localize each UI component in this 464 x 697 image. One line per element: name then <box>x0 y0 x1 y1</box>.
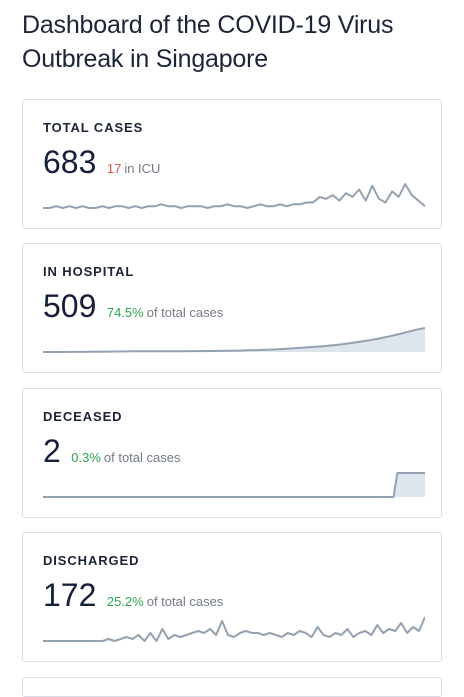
sparkline-line <box>43 472 425 498</box>
icu-count: 17 <box>106 161 122 176</box>
in-hospital-card[interactable]: IN HOSPITAL 509 74.5% of total cases <box>22 243 442 373</box>
percent-suffix: of total cases <box>146 305 224 320</box>
in-hospital-sparkline <box>43 327 425 353</box>
percent-suffix: of total cases <box>146 594 224 609</box>
sparkline-line <box>43 327 425 353</box>
total-cases-value: 683 <box>43 144 97 180</box>
stat-row: 509 74.5% of total cases <box>43 288 223 324</box>
deceased-value: 2 <box>43 433 61 469</box>
discharged-percent: 25.2% <box>106 594 144 609</box>
discharged-sparkline <box>43 616 425 642</box>
stat-subtext: 0.3% of total cases <box>71 450 180 465</box>
hospital-percent: 74.5% <box>106 305 144 320</box>
page-title: Dashboard of the COVID-19 Virus Outbreak… <box>22 11 394 73</box>
card-label: TOTAL CASES <box>43 120 144 135</box>
total-cases-sparkline <box>43 183 425 209</box>
deceased-sparkline <box>43 472 425 498</box>
stat-subtext: 17 in ICU <box>107 161 161 176</box>
in-hospital-value: 509 <box>43 288 97 324</box>
sparkline-area <box>43 473 425 497</box>
percent-suffix: of total cases <box>103 450 181 465</box>
discharged-value: 172 <box>43 577 97 613</box>
stat-row: 2 0.3% of total cases <box>43 433 181 469</box>
stat-subtext: 25.2% of total cases <box>107 594 223 609</box>
total-cases-card[interactable]: TOTAL CASES 683 17 in ICU <box>22 99 442 229</box>
sparkline-line <box>43 183 425 209</box>
stat-row: 683 17 in ICU <box>43 144 160 180</box>
icu-suffix: in ICU <box>124 161 161 176</box>
deceased-card[interactable]: DECEASED 2 0.3% of total cases <box>22 388 442 518</box>
discharged-card[interactable]: DISCHARGED 172 25.2% of total cases <box>22 532 442 662</box>
stat-subtext: 74.5% of total cases <box>107 305 223 320</box>
sparkline-line <box>43 616 425 642</box>
card-label: DISCHARGED <box>43 553 140 568</box>
next-card-peek <box>22 677 442 697</box>
stat-row: 172 25.2% of total cases <box>43 577 223 613</box>
card-label: IN HOSPITAL <box>43 264 135 279</box>
card-label: DECEASED <box>43 409 123 424</box>
deceased-percent: 0.3% <box>71 450 101 465</box>
